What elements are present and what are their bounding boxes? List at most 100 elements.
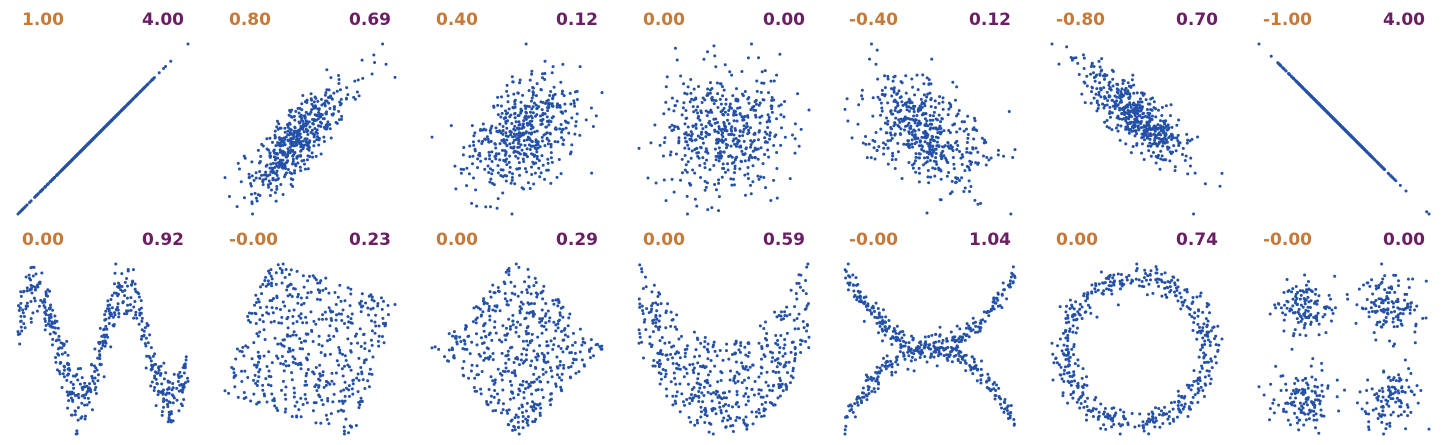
scatter-point: [309, 130, 313, 134]
scatter-point: [513, 100, 517, 104]
scatter-point: [807, 108, 811, 112]
scatter-point: [738, 134, 742, 138]
scatter-point: [552, 85, 556, 89]
scatter-point: [753, 156, 757, 160]
scatter-point: [542, 133, 546, 137]
scatter-point: [926, 92, 930, 96]
scatter-point: [544, 302, 548, 306]
scatter-point: [1115, 82, 1119, 86]
scatter-point: [473, 147, 477, 151]
scatter-point: [305, 401, 309, 405]
scatter-point: [301, 147, 305, 151]
scatter-point: [288, 347, 292, 351]
scatter-point: [1148, 137, 1152, 141]
scatter-panel-r1-c4: 0.00 0.00: [631, 10, 817, 220]
scatter-point: [1404, 189, 1408, 193]
scatter-point: [1170, 125, 1174, 129]
scatter-point: [1153, 138, 1157, 142]
scatter-point: [896, 150, 900, 154]
scatter-point: [1127, 127, 1131, 131]
scatter-point: [1083, 81, 1087, 85]
scatter-point: [452, 330, 456, 334]
scatter-point: [227, 391, 231, 395]
scatter-point: [1188, 164, 1192, 168]
scatter-point: [685, 133, 689, 137]
scatter-point: [351, 382, 355, 386]
scatter-point: [312, 401, 316, 405]
scatter-point: [286, 167, 290, 171]
scatter-point: [508, 325, 512, 329]
scatter-point: [148, 356, 152, 360]
scatter-point: [920, 102, 924, 106]
scatter-point: [543, 59, 547, 63]
scatter-point: [328, 324, 332, 328]
scatter-point: [490, 150, 494, 154]
scatter-point: [962, 129, 966, 133]
scatter-point: [573, 132, 577, 136]
scatter-point: [692, 87, 696, 91]
scatter-point: [342, 432, 346, 436]
scatter-point: [522, 390, 526, 394]
scatter-point: [266, 269, 270, 273]
scatter-point: [493, 320, 497, 324]
scatter-point: [568, 375, 572, 379]
scatter-point: [770, 107, 774, 111]
scatter-point: [500, 340, 504, 344]
scatter-point: [948, 131, 952, 135]
scatter-point: [864, 142, 868, 146]
scatter-point: [322, 135, 326, 139]
scatter-point: [1354, 139, 1358, 143]
scatter-point: [497, 152, 501, 156]
scatter-point: [940, 117, 944, 121]
scatter-point: [306, 143, 310, 147]
scatter-point: [734, 87, 738, 91]
scatter-panel-r1-c2: 0.80 0.69: [217, 10, 403, 220]
scatter-point: [473, 389, 477, 393]
scatter-point: [928, 127, 932, 131]
scatter-point: [255, 301, 258, 305]
scatter-point: [315, 135, 319, 139]
scatter-point: [283, 410, 287, 414]
scatter-point: [916, 136, 920, 140]
scatter-point: [680, 171, 684, 175]
scatter-point: [877, 145, 881, 149]
scatter-point: [265, 147, 269, 151]
scatter-point: [258, 306, 262, 310]
scatter-point: [46, 294, 50, 298]
scatter-point: [522, 396, 526, 400]
scatter-point: [1057, 62, 1061, 66]
scatter-point: [527, 382, 531, 386]
scatter-point: [472, 134, 476, 138]
scatter-point: [332, 334, 336, 338]
scatter-point: [899, 117, 903, 121]
scatter-point: [368, 367, 372, 371]
scatter-point: [525, 339, 529, 343]
scatter-point: [186, 376, 190, 380]
scatter-point: [29, 317, 33, 321]
scatter-point: [276, 409, 280, 413]
scatter-point: [84, 144, 88, 148]
scatter-point: [116, 112, 120, 116]
scatter-point: [488, 314, 492, 318]
scatter-point: [947, 129, 951, 133]
scatter-point: [70, 413, 74, 417]
scatter-point: [1115, 95, 1119, 99]
scatter-point: [524, 130, 528, 134]
scatter-point: [581, 337, 585, 341]
scatter-point: [916, 88, 920, 92]
scatter-point: [942, 145, 946, 149]
scatter-point: [938, 124, 942, 128]
scatter-point: [511, 135, 515, 139]
scatter-point: [107, 321, 111, 325]
scatter-point: [299, 127, 303, 131]
scatter-point: [1132, 129, 1136, 133]
scatter-point: [299, 113, 303, 117]
scatter-point: [742, 139, 746, 143]
scatter-point: [291, 333, 295, 337]
scatter-point: [257, 370, 261, 374]
scatter-point: [453, 164, 457, 168]
scatter-point: [531, 420, 535, 424]
scatter-point: [93, 382, 97, 386]
scatter-point: [533, 171, 537, 175]
scatter-point: [996, 153, 1000, 157]
